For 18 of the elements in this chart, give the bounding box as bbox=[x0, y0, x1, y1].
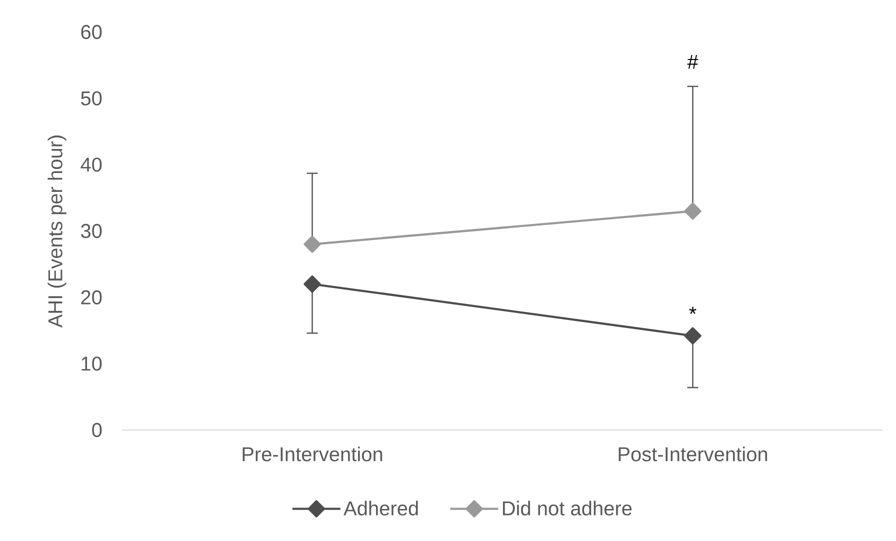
point bbox=[304, 236, 321, 253]
y-tick-label: 20 bbox=[81, 290, 102, 304]
y-tick-label: 60 bbox=[81, 24, 102, 40]
x-tick-label: Pre-Intervention bbox=[242, 446, 382, 462]
y-tick-label: 30 bbox=[80, 224, 102, 238]
y-axis-title: AHI (Events per hour) bbox=[48, 136, 66, 328]
annotation: # bbox=[687, 55, 698, 69]
point bbox=[684, 327, 702, 344]
point bbox=[304, 275, 321, 293]
y-tick-label: 0 bbox=[92, 422, 102, 438]
y-tick-label: 50 bbox=[81, 91, 102, 106]
legend-label: Did not adhere bbox=[502, 500, 632, 516]
y-tick-label: 40 bbox=[80, 158, 102, 172]
annotation: * bbox=[689, 306, 696, 314]
legend-label: Adhered bbox=[344, 500, 418, 516]
x-tick-label: Post-Intervention bbox=[618, 446, 768, 462]
y-tick-label: 10 bbox=[82, 356, 102, 371]
point bbox=[684, 202, 702, 220]
